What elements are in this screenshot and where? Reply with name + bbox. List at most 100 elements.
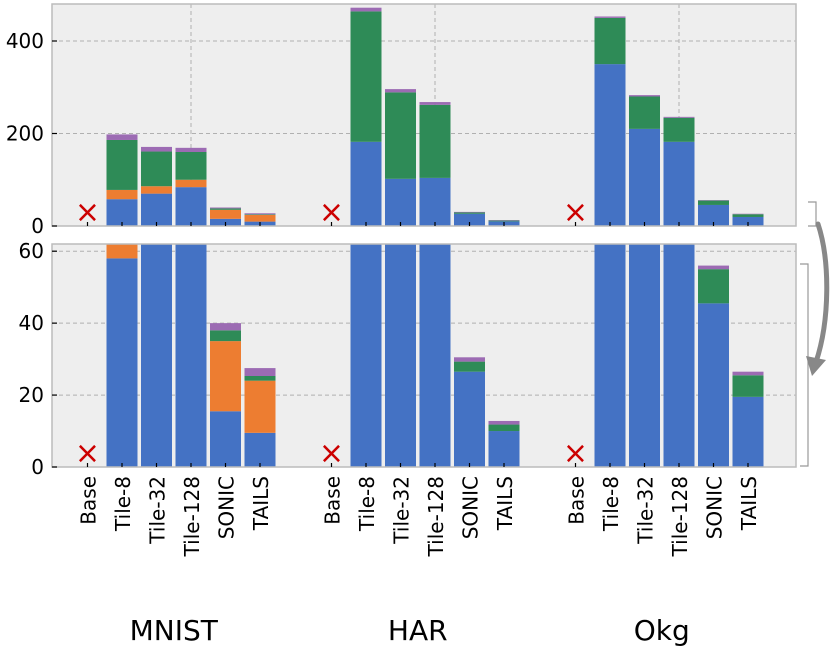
dataset-label-okg: Okg	[634, 614, 690, 647]
dataset-labels: MNIST HAR Okg	[130, 614, 690, 647]
bottom-bar-har-tile-8-blue	[350, 244, 382, 467]
bottom-bar-mnist-tile-8-blue	[106, 258, 138, 467]
top-bar-okg-tile-8-blue	[594, 64, 626, 226]
top-bar-mnist-tile-128-purple	[175, 147, 207, 152]
bottom-bar-okg-tails-blue	[732, 396, 764, 467]
x-tick-label-har-tile-32: Tile-32	[390, 476, 414, 545]
bottom-y-tick-label: 40	[19, 311, 44, 335]
top-bar-mnist-tails-purple	[244, 213, 276, 215]
zoom-bracket-top	[808, 201, 817, 227]
bottom-y-tick-label: 20	[19, 383, 44, 407]
bottom-bar-mnist-tails-purple	[244, 368, 276, 377]
x-tick-label-har-tails: TAILS	[493, 476, 517, 531]
bottom-bar-mnist-tails-green	[244, 376, 276, 381]
top-bar-har-tile-8-blue	[350, 141, 382, 226]
bottom-bar-har-tails-purple	[488, 420, 520, 425]
bottom-bar-mnist-sonic-orange	[210, 341, 241, 412]
top-bar-mnist-sonic-purple	[210, 207, 241, 209]
zoom-arrow-icon	[813, 221, 830, 365]
top-bar-mnist-tile-32-orange	[141, 186, 172, 194]
x-tick-label-har-base: Base	[321, 476, 345, 525]
top-bar-har-tile-32-green	[385, 92, 416, 179]
top-bar-har-tile-128-green	[419, 104, 451, 178]
top-bar-okg-tails-blue	[732, 216, 764, 226]
bottom-y-tick-label: 60	[19, 239, 44, 263]
x-tick-label-okg-sonic: SONIC	[703, 476, 727, 539]
top-bar-har-tile-128-purple	[419, 102, 451, 105]
top-bar-mnist-sonic-orange	[210, 209, 241, 219]
top-bar-har-sonic-green	[454, 212, 485, 214]
bottom-bar-har-sonic-green	[454, 361, 485, 372]
bottom-axes-frame	[51, 243, 797, 468]
bottom-bar-mnist-tile-32-blue	[141, 244, 172, 467]
top-bar-okg-tile-8-green	[594, 17, 626, 65]
top-bar-mnist-tile-32-purple	[141, 146, 172, 152]
bottom-bar-okg-tile-32-blue	[629, 244, 660, 467]
top-y-tick-label: 0	[31, 214, 44, 238]
zoom-arrow-head-icon	[806, 356, 826, 376]
x-tick-label-okg-tails: TAILS	[737, 476, 761, 531]
dataset-label-har: HAR	[388, 614, 448, 647]
bottom-bar-mnist-tile-128-blue	[175, 244, 207, 467]
bottom-bar-okg-tails-purple	[732, 371, 764, 376]
x-tick-label-okg-base: Base	[565, 476, 589, 525]
x-tick-label-mnist-tails: TAILS	[249, 476, 273, 531]
bottom-bar-har-tile-32-blue	[385, 244, 416, 467]
x-tick-label-har-tile-128: Tile-128	[424, 476, 448, 557]
bottom-bar-okg-tile-128-blue	[663, 244, 695, 467]
top-bar-okg-tile-128-green	[663, 117, 695, 142]
bottom-bar-okg-tile-8-blue	[594, 244, 626, 467]
x-tick-label-okg-tile-128: Tile-128	[668, 476, 692, 557]
top-bar-okg-tile-32-purple	[629, 95, 660, 97]
x-tick-label-har-sonic: SONIC	[459, 476, 483, 539]
bottom-bar-mnist-tile-8-orange	[106, 244, 138, 259]
top-bar-mnist-tile-128-orange	[175, 179, 207, 188]
top-bar-mnist-tile-128-blue	[175, 187, 207, 226]
x-tick-label-okg-tile-8: Tile-8	[599, 476, 623, 532]
bottom-bar-har-tails-blue	[488, 431, 520, 467]
top-bar-har-tile-32-purple	[385, 89, 416, 93]
bottom-bar-okg-tails-green	[732, 375, 764, 397]
top-bar-har-tile-32-blue	[385, 178, 416, 226]
top-bar-har-tile-8-purple	[350, 7, 382, 12]
zoom-indicator	[800, 201, 830, 467]
top-bar-mnist-tails-green	[244, 214, 276, 215]
top-bar-mnist-tails-orange	[244, 214, 276, 222]
top-y-tick-label: 200	[6, 122, 44, 146]
top-y-tick-label: 400	[6, 29, 44, 53]
bottom-bar-mnist-sonic-green	[210, 330, 241, 342]
top-bar-mnist-tile-128-green	[175, 152, 207, 180]
bottom-bar-okg-sonic-green	[698, 269, 729, 304]
bottom-bar-har-tile-128-blue	[419, 244, 451, 467]
top-bar-okg-tile-8-purple	[594, 16, 626, 18]
top-bar-har-tile-128-blue	[419, 177, 451, 226]
base-markers: × × ×× × ×	[75, 195, 588, 471]
bottom-bar-mnist-sonic-purple	[210, 323, 241, 331]
axes: 0 200 400 0 20 40 60	[6, 3, 797, 479]
x-tick-label-har-tile-8: Tile-8	[355, 476, 379, 532]
top-bar-mnist-tile-32-blue	[141, 193, 172, 226]
bottom-bar-har-tails-green	[488, 424, 520, 432]
bottom-bar-layer	[106, 244, 764, 467]
top-bar-mnist-sonic-green	[210, 208, 241, 210]
bottom-bar-okg-sonic-purple	[698, 265, 729, 270]
top-bar-okg-sonic-green	[698, 200, 729, 205]
top-bar-okg-tails-green	[732, 214, 764, 217]
top-bar-har-sonic-blue	[454, 213, 485, 226]
x-tick-label-mnist-sonic: SONIC	[215, 476, 239, 539]
bottom-bar-har-sonic-purple	[454, 357, 485, 362]
x-tick-label-mnist-tile-32: Tile-32	[146, 476, 170, 545]
top-bar-okg-tile-32-blue	[629, 128, 660, 226]
top-bar-okg-sonic-blue	[698, 204, 729, 226]
bottom-bar-mnist-tails-blue	[244, 432, 276, 467]
top-bar-mnist-tile-32-green	[141, 151, 172, 187]
top-bar-mnist-tile-8-blue	[106, 199, 138, 226]
top-bar-har-sonic-purple	[454, 211, 485, 213]
bottom-bar-mnist-sonic-blue	[210, 411, 241, 467]
bottom-bar-mnist-tails-orange	[244, 380, 276, 433]
x-tick-label-mnist-base: Base	[77, 476, 101, 525]
top-bar-okg-tile-128-blue	[663, 141, 695, 226]
bars	[106, 7, 764, 467]
zoom-bracket-bottom	[800, 263, 809, 467]
